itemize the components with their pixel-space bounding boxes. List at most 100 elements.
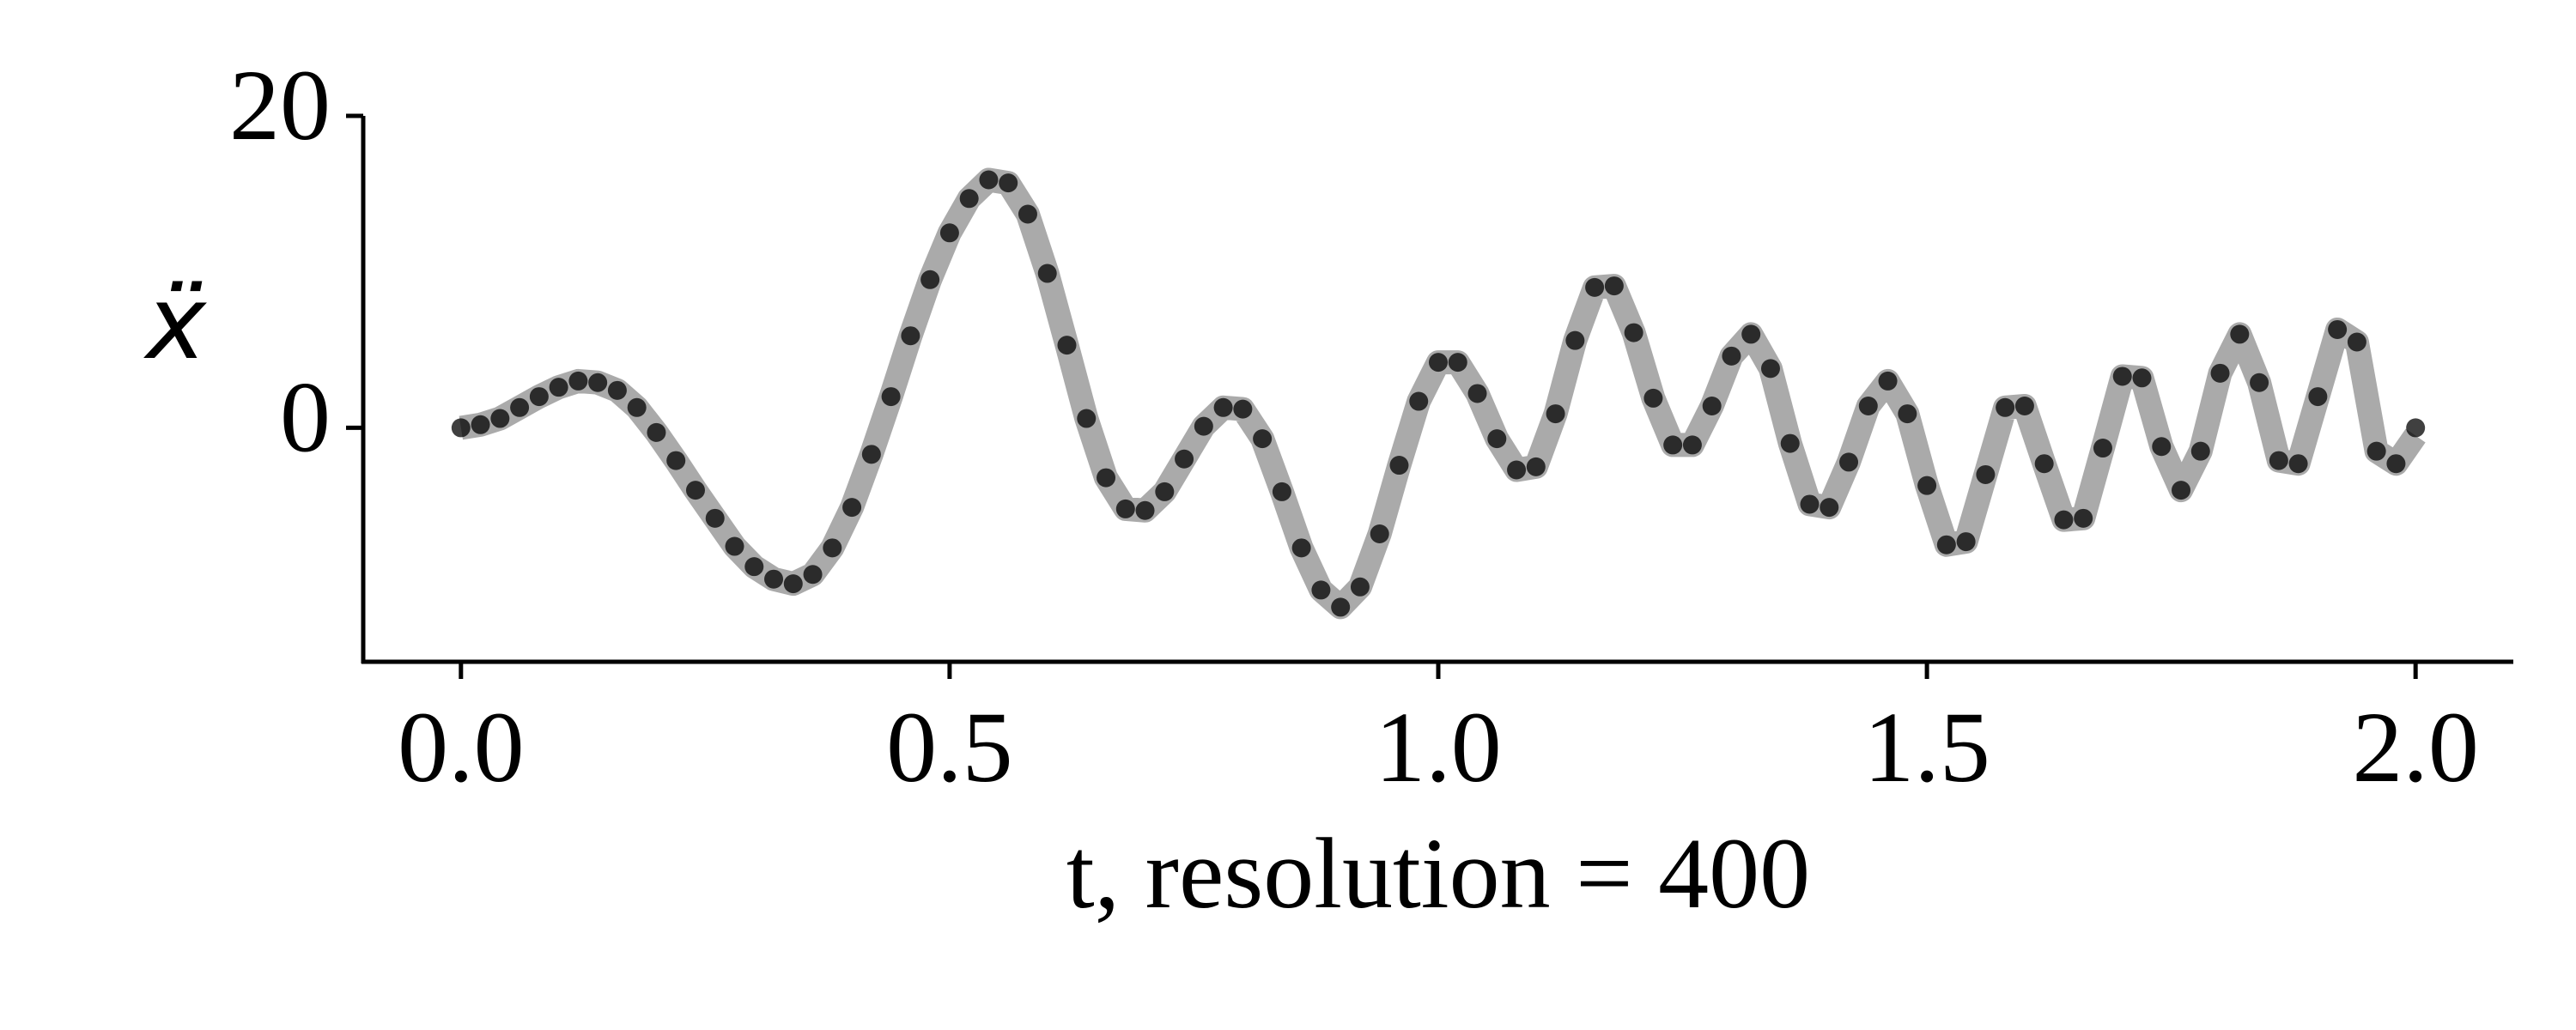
- x-tick-label: 0.5: [886, 691, 1013, 803]
- data-point: [2093, 439, 2112, 458]
- data-point: [1350, 577, 1370, 597]
- data-point: [1135, 500, 1155, 520]
- data-point: [1331, 597, 1351, 617]
- data-point: [1682, 435, 1702, 455]
- data-point: [2230, 324, 2250, 344]
- x-tick-label: 0.0: [398, 691, 525, 803]
- data-point: [1800, 494, 1820, 514]
- data-point: [1057, 336, 1077, 355]
- data-point: [2366, 441, 2386, 461]
- data-point: [1155, 482, 1175, 501]
- data-point: [1389, 456, 1409, 476]
- data-point: [1898, 404, 1917, 424]
- data-point: [744, 557, 764, 577]
- data-point: [1956, 532, 1976, 552]
- data-point: [647, 422, 666, 442]
- x-tick-label: 1.5: [1863, 691, 1990, 803]
- x-tick-label: 1.0: [1375, 691, 1502, 803]
- data-point: [1213, 397, 1233, 417]
- data-point: [607, 380, 627, 400]
- data-point: [1917, 476, 1937, 495]
- data-point: [1702, 396, 1722, 415]
- data-point: [1722, 346, 1741, 366]
- data-point: [1037, 264, 1057, 283]
- data-point: [1253, 429, 1273, 449]
- data-point: [490, 409, 510, 428]
- data-point: [2172, 481, 2191, 500]
- data-point: [568, 371, 588, 391]
- data-point: [588, 373, 608, 392]
- x-axis-label: t, resolution = 400: [1066, 817, 1810, 930]
- data-point: [1976, 464, 1996, 484]
- data-point: [1643, 388, 1663, 408]
- data-point: [1194, 416, 1213, 436]
- data-point: [2152, 437, 2172, 457]
- data-point: [2328, 319, 2348, 339]
- data-point: [783, 574, 803, 594]
- data-point: [1858, 396, 1878, 415]
- data-point: [1878, 371, 1898, 391]
- data-point: [1448, 353, 1467, 373]
- data-point: [1272, 482, 1291, 501]
- data-point: [1996, 397, 2015, 417]
- data-point: [920, 270, 940, 289]
- data-point: [1175, 449, 1194, 469]
- data-point: [823, 538, 842, 558]
- data-point: [2406, 418, 2426, 438]
- data-point: [2269, 451, 2288, 470]
- data-point: [549, 378, 568, 397]
- data-point: [2054, 510, 2074, 530]
- data-point: [1624, 323, 1643, 342]
- data-point: [1097, 468, 1116, 488]
- data-point: [1370, 524, 1389, 543]
- data-point: [1526, 457, 1546, 476]
- data-point: [471, 415, 490, 434]
- data-point: [959, 189, 979, 209]
- data-point: [2347, 332, 2366, 352]
- x-tick-label: 2.0: [2352, 691, 2479, 803]
- data-point: [1663, 435, 1683, 455]
- data-point: [2386, 454, 2406, 474]
- data-point: [1467, 384, 1487, 403]
- data-point: [2034, 454, 2054, 474]
- data-point: [627, 397, 647, 417]
- data-point: [1565, 330, 1585, 350]
- data-point: [1839, 452, 1859, 472]
- data-point: [999, 173, 1018, 193]
- y-axis-label: ẍ: [143, 264, 207, 382]
- data-point: [1077, 409, 1097, 428]
- data-point: [1936, 535, 1956, 554]
- data-point: [1115, 499, 1135, 518]
- data-point: [705, 508, 725, 528]
- data-point: [881, 387, 901, 407]
- data-point: [1487, 429, 1507, 449]
- data-point: [803, 565, 823, 585]
- data-point: [1507, 460, 1527, 480]
- data-point: [1429, 353, 1448, 373]
- data-point: [1018, 204, 1037, 224]
- data-point: [1780, 433, 1800, 453]
- data-point: [2288, 454, 2308, 474]
- data-point: [842, 498, 862, 518]
- data-point: [1291, 538, 1311, 558]
- data-point: [2190, 441, 2210, 461]
- data-point: [764, 569, 784, 589]
- data-point: [2132, 368, 2152, 388]
- data-point: [666, 451, 686, 470]
- data-point: [1604, 276, 1624, 296]
- data-line: [459, 167, 2426, 620]
- data-point: [2210, 363, 2230, 383]
- data-point: [1760, 359, 1780, 379]
- data-point: [2112, 367, 2132, 386]
- y-tick-label: 20: [229, 49, 331, 161]
- data-point: [1311, 580, 1331, 600]
- data-point: [1546, 404, 1565, 424]
- data-point: [939, 223, 959, 243]
- data-point: [2014, 396, 2034, 415]
- data-point: [1233, 399, 1253, 419]
- data-point: [1585, 277, 1605, 297]
- y-tick-label: 0: [280, 361, 331, 474]
- data-point: [510, 397, 530, 417]
- data-point: [529, 387, 549, 407]
